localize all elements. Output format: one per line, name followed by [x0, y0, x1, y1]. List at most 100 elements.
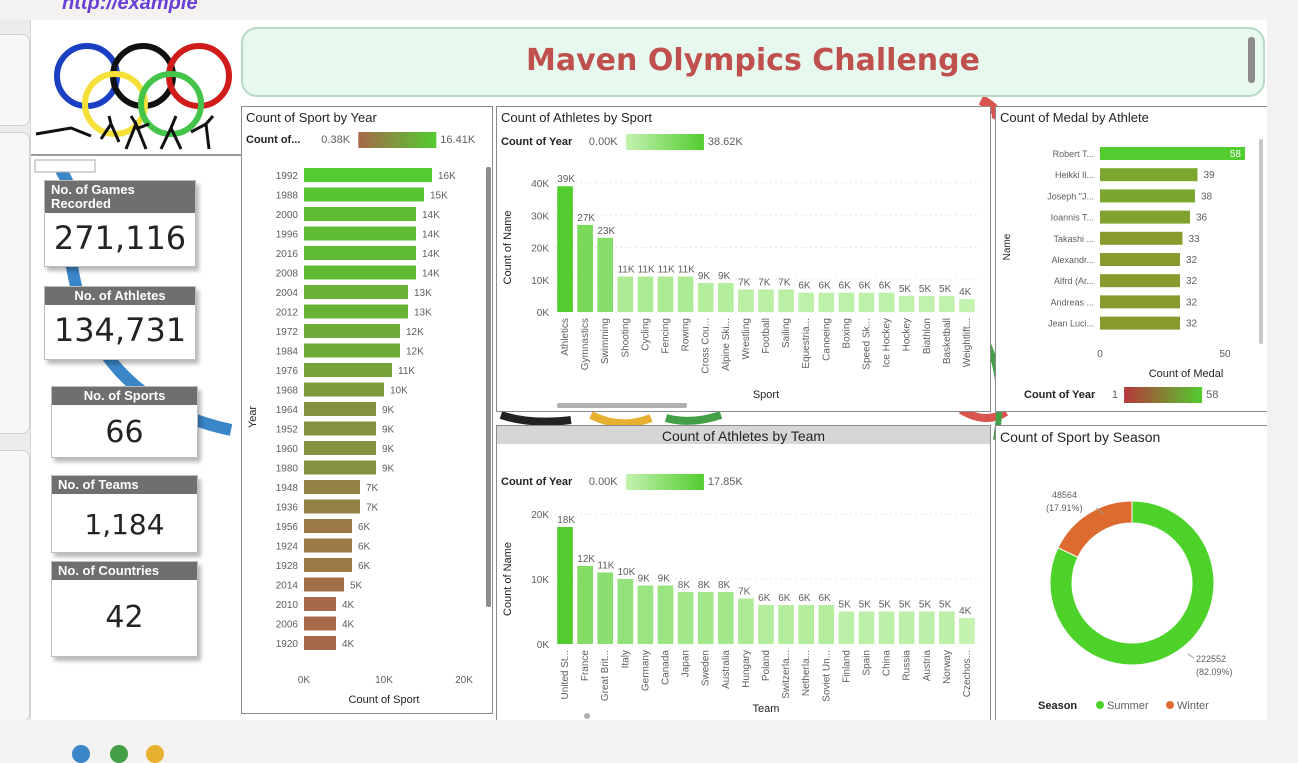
data-label: 6K	[358, 542, 371, 553]
chart-sport-by-season[interactable]: Count of Sport by Season 222552 (82.09%) 4…	[995, 425, 1267, 720]
scrollbar	[1259, 139, 1263, 344]
tick-label: Ice Hockey	[882, 318, 893, 367]
globe-icon[interactable]	[72, 745, 90, 763]
bar	[918, 611, 935, 644]
tick-label: Australia	[721, 650, 732, 689]
data-label: 14K	[422, 249, 440, 260]
report-canvas: Maven Olympics Challenge No. of Games Re…	[31, 20, 1267, 720]
bar	[304, 480, 360, 494]
tick-label: Boxing	[841, 318, 852, 349]
axis-title: Name	[1002, 233, 1013, 260]
medal-icon[interactable]	[146, 745, 164, 763]
tick-label: Poland	[761, 650, 772, 681]
data-label: 6K	[818, 281, 831, 292]
bottom-bar	[0, 720, 1298, 756]
bar	[1100, 295, 1180, 309]
bar	[898, 295, 915, 312]
kpi-card-athletes[interactable]: No. of Athletes 134,731	[44, 286, 196, 360]
data-label: 6K	[859, 281, 872, 292]
kpi-card-sports[interactable]: No. of Sports 66	[51, 386, 198, 458]
axis-title: Count of Sport	[349, 694, 420, 706]
tick-label: Hockey	[902, 318, 913, 351]
bar	[878, 292, 895, 312]
data-label: 32	[1186, 255, 1198, 266]
bar	[304, 265, 416, 280]
kpi-label: No. of Sports	[52, 387, 197, 405]
kpi-value: 134,731	[53, 311, 187, 349]
tick-label: 40K	[531, 179, 549, 190]
tick-label: Cross Cou...	[701, 318, 712, 374]
tick-label: Alexandr...	[1051, 255, 1094, 265]
chart-svg: 222552 (82.09%) 48564 (17.91%) Season Summer W…	[1038, 490, 1233, 712]
bar	[304, 382, 384, 397]
tick-label: 0K	[537, 308, 550, 319]
chart-athletes-by-sport[interactable]: Count of Athletes by Sport Count of Year…	[496, 106, 991, 412]
legend-gradient	[625, 134, 704, 150]
tick-label: Czechos...	[962, 650, 973, 697]
chart-athletes-by-team[interactable]: Count of Athletes by Team Count of Year 0…	[496, 425, 991, 720]
kpi-card-teams[interactable]: No. of Teams 1,184	[51, 475, 198, 553]
legend-swatch	[1096, 701, 1104, 709]
tick-label: 2012	[276, 308, 299, 319]
kpi-card-games[interactable]: No. of Games Recorded 271,116	[44, 180, 196, 267]
data-label: 39K	[557, 174, 575, 185]
legend-max: 38.62K	[708, 136, 744, 148]
data-label: 16K	[438, 171, 456, 182]
bar	[657, 276, 674, 312]
tick-label: Heikki Il...	[1055, 170, 1094, 180]
legend-gradient	[358, 132, 437, 148]
gutter-tab[interactable]	[0, 34, 30, 126]
tick-label: 20K	[531, 244, 549, 255]
data-label: 9K	[382, 405, 395, 416]
bar	[304, 226, 416, 241]
kpi-card-countries[interactable]: No. of Countries 42	[51, 561, 198, 657]
chart-sport-by-year[interactable]: Count of Sport by Year Count of... 0.38K 1…	[241, 106, 493, 714]
bar	[758, 289, 774, 312]
tick-label: 1980	[276, 464, 299, 475]
chart-title: Count of Athletes by Team	[661, 428, 826, 444]
bar	[304, 421, 376, 436]
tick-label: 1960	[276, 444, 299, 455]
data-label: 7K	[778, 277, 791, 288]
scrollbar	[557, 403, 687, 408]
bar	[304, 304, 408, 319]
data-label: 8K	[678, 580, 691, 591]
tick-label: Great Brit...	[600, 650, 611, 701]
tick-label: 2010	[276, 600, 299, 611]
tick-label: 2004	[276, 288, 299, 299]
donut-slice	[1049, 500, 1215, 666]
top-link[interactable]: http://example	[62, 0, 198, 14]
tick-label: 1956	[276, 522, 299, 533]
tick-label: Joseph "J...	[1047, 191, 1094, 201]
bar	[304, 499, 360, 514]
data-label: 11K	[638, 265, 655, 276]
legend-gradient	[1124, 387, 1203, 403]
data-label: 36	[1196, 213, 1208, 224]
chart-medal-by-athlete[interactable]: Count of Medal by Athlete Robert T... 58 H…	[995, 106, 1267, 412]
top-strip: http://example	[0, 0, 1298, 20]
gutter-tab[interactable]	[0, 450, 30, 722]
tick-label: China	[882, 650, 893, 677]
axis-title: Count of Name	[502, 211, 514, 285]
data-label: 6K	[818, 593, 831, 604]
ball-icon[interactable]	[110, 745, 128, 763]
tick-label: Netherla...	[801, 650, 812, 696]
data-label: 7K	[758, 277, 771, 288]
bar	[304, 187, 424, 202]
banner-scrollbar[interactable]	[1248, 37, 1255, 83]
tick-label: France	[580, 650, 591, 682]
axis-title: Year	[247, 406, 259, 429]
tick-label: 50	[1219, 349, 1231, 360]
data-label: 7K	[366, 503, 379, 514]
data-label: 9K	[638, 574, 651, 585]
tick-label: 1976	[276, 366, 299, 377]
title-banner: Maven Olympics Challenge	[241, 27, 1265, 97]
bar	[1100, 168, 1198, 182]
bar	[304, 538, 352, 553]
legend-max: 16.41K	[440, 134, 476, 146]
tick-label: 1996	[276, 230, 299, 241]
gutter-tab[interactable]	[0, 132, 30, 434]
chart-svg: Count of Year 0.00K 17.85K 0K 10K 20K 18K Unite…	[501, 474, 977, 719]
data-label: 13K	[414, 288, 432, 299]
data-label: 5K	[350, 581, 363, 592]
